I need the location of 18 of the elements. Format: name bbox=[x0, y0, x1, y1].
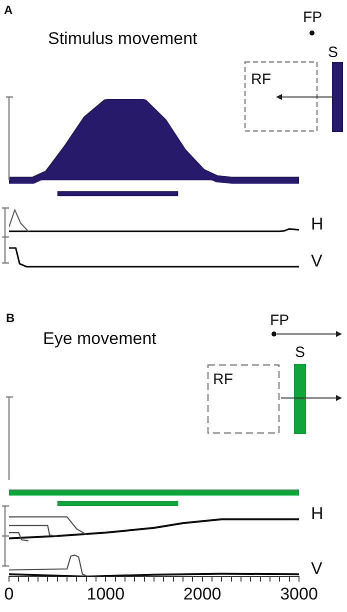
series-label: V bbox=[311, 251, 323, 270]
text: A bbox=[4, 3, 13, 18]
x-tick-label: 3000 bbox=[280, 584, 318, 604]
series-label: V bbox=[311, 558, 323, 578]
series-label: H bbox=[311, 214, 324, 234]
text: S bbox=[328, 44, 338, 62]
x-tick-label: 0 bbox=[4, 584, 14, 604]
text: RF bbox=[251, 71, 271, 88]
annotation: FP bbox=[270, 312, 290, 330]
x-tick-label: 1000 bbox=[86, 584, 125, 604]
text: Stimulus movement bbox=[48, 29, 198, 48]
annotation: S bbox=[295, 344, 306, 362]
text: Eye movement bbox=[43, 329, 156, 348]
annotation: B bbox=[6, 311, 15, 326]
annotation: RF bbox=[213, 371, 233, 388]
series-label: H bbox=[311, 504, 324, 523]
text: FP bbox=[303, 9, 322, 26]
x-tick-label: 2000 bbox=[183, 584, 222, 604]
